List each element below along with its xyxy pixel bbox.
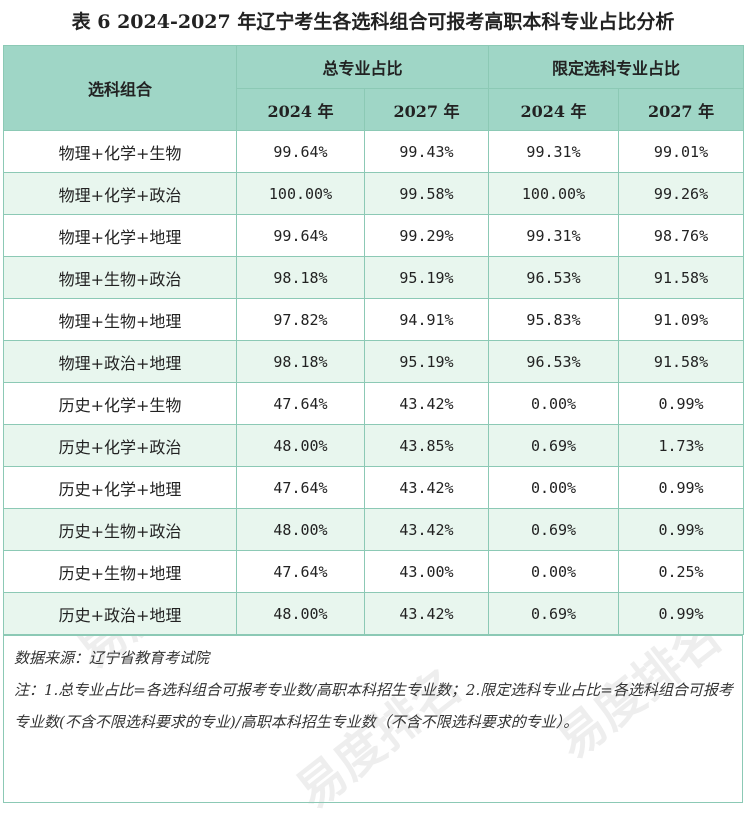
value-cell: 47.64%: [236, 382, 365, 425]
combo-cell: 历史+生物+政治: [3, 508, 237, 551]
value-cell: 43.42%: [363, 592, 490, 635]
value-cell: 96.53%: [488, 256, 620, 299]
value-cell: 48.00%: [236, 592, 365, 635]
value-cell: 43.42%: [363, 466, 490, 509]
combo-cell: 历史+化学+政治: [3, 424, 237, 467]
value-cell: 0.99%: [618, 466, 745, 509]
combo-cell: 物理+化学+政治: [3, 172, 237, 215]
combo-cell: 物理+化学+地理: [3, 214, 237, 257]
header-combo: 选科组合: [3, 45, 237, 131]
value-cell: 48.00%: [236, 508, 365, 551]
table-row: 历史+生物+地理 47.64% 43.00% 0.00% 0.25%: [3, 550, 745, 593]
table-row: 物理+生物+地理 97.82% 94.91% 95.83% 91.09%: [3, 298, 745, 341]
value-cell: 98.76%: [618, 214, 745, 257]
value-cell: 96.53%: [488, 340, 620, 383]
value-cell: 91.58%: [618, 256, 745, 299]
table-row: 物理+政治+地理 98.18% 95.19% 96.53% 91.58%: [3, 340, 745, 383]
table-row: 历史+生物+政治 48.00% 43.42% 0.69% 0.99%: [3, 508, 745, 551]
footnote: 注：1.总专业占比=各选科组合可报考专业数/高职本科招生专业数；2.限定选科专业…: [14, 681, 733, 731]
value-cell: 43.42%: [363, 382, 490, 425]
table-row: 物理+化学+生物 99.64% 99.43% 99.31% 99.01%: [3, 130, 745, 173]
value-cell: 0.99%: [618, 382, 745, 425]
table-title: 表 6 2024-2027 年辽宁考生各选科组合可报考高职本科专业占比分析: [71, 11, 675, 33]
value-cell: 0.00%: [488, 466, 620, 509]
value-cell: 100.00%: [488, 172, 620, 215]
value-cell: 95.83%: [488, 298, 620, 341]
combo-cell: 物理+化学+生物: [3, 130, 237, 173]
notes-box: 数据来源：辽宁省教育考试院 注：1.总专业占比=各选科组合可报考专业数/高职本科…: [3, 635, 743, 803]
value-cell: 48.00%: [236, 424, 365, 467]
value-cell: 0.69%: [488, 592, 620, 635]
header-year: 2027 年: [363, 88, 490, 131]
value-cell: 98.18%: [236, 340, 365, 383]
combo-cell: 物理+政治+地理: [3, 340, 237, 383]
table-row: 物理+生物+政治 98.18% 95.19% 96.53% 91.58%: [3, 256, 745, 299]
value-cell: 95.19%: [363, 256, 490, 299]
combo-cell: 历史+生物+地理: [3, 550, 237, 593]
value-cell: 43.00%: [363, 550, 490, 593]
value-cell: 95.19%: [363, 340, 490, 383]
header-total-share: 总专业占比: [235, 45, 490, 89]
value-cell: 94.91%: [363, 298, 490, 341]
value-cell: 100.00%: [236, 172, 365, 215]
value-cell: 99.31%: [488, 214, 620, 257]
value-cell: 47.64%: [236, 466, 365, 509]
value-cell: 43.85%: [363, 424, 490, 467]
value-cell: 0.99%: [618, 508, 745, 551]
value-cell: 43.42%: [363, 508, 490, 551]
value-cell: 0.99%: [618, 592, 745, 635]
value-cell: 99.01%: [618, 130, 745, 173]
value-cell: 99.58%: [363, 172, 490, 215]
value-cell: 97.82%: [236, 298, 365, 341]
value-cell: 0.69%: [488, 508, 620, 551]
table-row: 历史+化学+地理 47.64% 43.42% 0.00% 0.99%: [3, 466, 745, 509]
combo-cell: 历史+化学+地理: [3, 466, 237, 509]
value-cell: 91.58%: [618, 340, 745, 383]
value-cell: 0.00%: [488, 382, 620, 425]
data-source: 数据来源：辽宁省教育考试院: [14, 649, 210, 667]
combo-cell: 历史+政治+地理: [3, 592, 237, 635]
value-cell: 99.43%: [363, 130, 490, 173]
value-cell: 99.31%: [488, 130, 620, 173]
value-cell: 99.64%: [236, 214, 365, 257]
value-cell: 0.00%: [488, 550, 620, 593]
value-cell: 0.25%: [618, 550, 745, 593]
combo-cell: 物理+生物+政治: [3, 256, 237, 299]
value-cell: 0.69%: [488, 424, 620, 467]
table-row: 历史+化学+政治 48.00% 43.85% 0.69% 1.73%: [3, 424, 745, 467]
header-year: 2024 年: [236, 88, 365, 131]
header-year: 2027 年: [618, 88, 745, 131]
value-cell: 99.29%: [363, 214, 490, 257]
value-cell: 1.73%: [618, 424, 745, 467]
value-cell: 99.64%: [236, 130, 365, 173]
header-year: 2024 年: [488, 88, 620, 131]
table-row: 物理+化学+地理 99.64% 99.29% 99.31% 98.76%: [3, 214, 745, 257]
value-cell: 47.64%: [236, 550, 365, 593]
combo-cell: 历史+化学+生物: [3, 382, 237, 425]
data-table: 选科组合 总专业占比 限定选科专业占比 2024 年 2027 年 2024 年…: [3, 45, 745, 635]
value-cell: 91.09%: [618, 298, 745, 341]
table-row: 历史+政治+地理 48.00% 43.42% 0.69% 0.99%: [3, 592, 745, 635]
header-limited-share: 限定选科专业占比: [488, 45, 745, 89]
value-cell: 99.26%: [618, 172, 745, 215]
table-row: 历史+化学+生物 47.64% 43.42% 0.00% 0.99%: [3, 382, 745, 425]
combo-cell: 物理+生物+地理: [3, 298, 237, 341]
value-cell: 98.18%: [236, 256, 365, 299]
table-row: 物理+化学+政治 100.00% 99.58% 100.00% 99.26%: [3, 172, 745, 215]
